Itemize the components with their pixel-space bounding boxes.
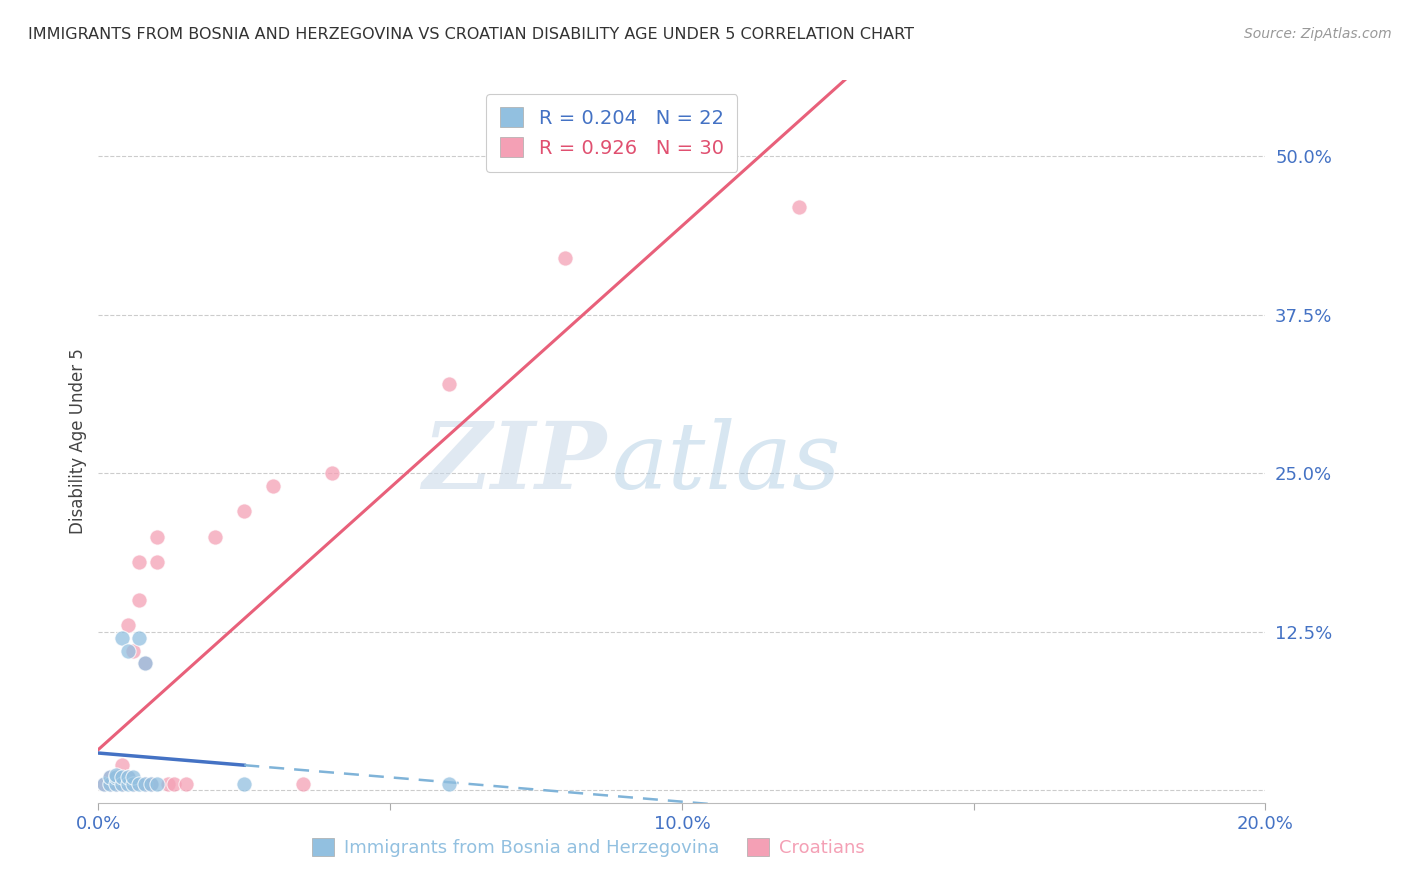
Point xyxy=(233,504,256,518)
Point xyxy=(122,777,145,791)
Point xyxy=(111,757,134,772)
Point xyxy=(262,479,284,493)
Point xyxy=(104,771,127,785)
Point xyxy=(321,467,343,481)
Point xyxy=(134,657,156,671)
Point xyxy=(233,777,256,791)
Point xyxy=(93,777,115,791)
Point xyxy=(111,777,134,791)
Text: Source: ZipAtlas.com: Source: ZipAtlas.com xyxy=(1244,27,1392,41)
Y-axis label: Disability Age Under 5: Disability Age Under 5 xyxy=(69,349,87,534)
Point xyxy=(437,377,460,392)
Point xyxy=(139,777,162,791)
Point xyxy=(93,777,115,791)
Point xyxy=(128,777,150,791)
Point xyxy=(117,618,139,632)
Point xyxy=(139,777,162,791)
Point xyxy=(163,777,186,791)
Point xyxy=(117,771,139,785)
Point xyxy=(437,777,460,791)
Point xyxy=(111,771,134,785)
Point xyxy=(104,771,127,785)
Point xyxy=(117,643,139,657)
Point xyxy=(139,777,162,791)
Point xyxy=(104,777,127,791)
Point xyxy=(98,771,121,785)
Point xyxy=(104,777,127,791)
Point xyxy=(174,777,197,791)
Point xyxy=(146,530,169,544)
Point xyxy=(111,631,134,645)
Point xyxy=(98,777,121,791)
Point xyxy=(134,657,156,671)
Point xyxy=(554,251,576,265)
Point xyxy=(117,777,139,791)
Text: ZIP: ZIP xyxy=(422,418,606,508)
Point xyxy=(122,777,145,791)
Point xyxy=(204,530,226,544)
Text: atlas: atlas xyxy=(612,418,841,508)
Point xyxy=(128,593,150,607)
Point xyxy=(157,777,180,791)
Point xyxy=(134,777,156,791)
Point xyxy=(98,771,121,785)
Legend: Immigrants from Bosnia and Herzegovina, Croatians: Immigrants from Bosnia and Herzegovina, … xyxy=(302,829,875,866)
Point xyxy=(122,771,145,785)
Point xyxy=(128,631,150,645)
Text: IMMIGRANTS FROM BOSNIA AND HERZEGOVINA VS CROATIAN DISABILITY AGE UNDER 5 CORREL: IMMIGRANTS FROM BOSNIA AND HERZEGOVINA V… xyxy=(28,27,914,42)
Point xyxy=(122,643,145,657)
Point xyxy=(146,555,169,569)
Point xyxy=(117,771,139,785)
Point xyxy=(134,777,156,791)
Point xyxy=(98,777,121,791)
Point xyxy=(104,768,127,782)
Point xyxy=(787,200,810,214)
Point xyxy=(291,777,314,791)
Point xyxy=(111,777,134,791)
Point xyxy=(128,555,150,569)
Point xyxy=(146,777,169,791)
